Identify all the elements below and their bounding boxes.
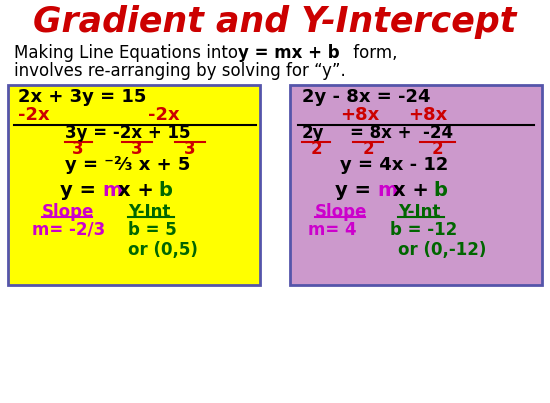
Text: b: b: [158, 181, 172, 199]
Text: x +: x +: [393, 181, 436, 199]
Text: b = 5: b = 5: [128, 221, 177, 239]
Text: involves re-arranging by solving for “y”.: involves re-arranging by solving for “y”…: [14, 62, 346, 80]
Text: 2y - 8x = -24: 2y - 8x = -24: [302, 88, 431, 106]
Text: 3: 3: [131, 140, 143, 158]
Text: -2x: -2x: [148, 106, 180, 124]
Text: b: b: [433, 181, 447, 199]
Text: 3: 3: [184, 140, 196, 158]
Text: 2y: 2y: [302, 124, 324, 142]
Text: +8x: +8x: [340, 106, 379, 124]
Text: 2: 2: [310, 140, 322, 158]
Text: y = ⁻²⁄₃ x + 5: y = ⁻²⁄₃ x + 5: [65, 156, 190, 174]
FancyBboxPatch shape: [290, 85, 542, 285]
Text: -2x: -2x: [18, 106, 50, 124]
Text: Y-Int: Y-Int: [128, 203, 170, 221]
Text: y =: y =: [335, 181, 378, 199]
Text: m: m: [102, 181, 122, 199]
FancyBboxPatch shape: [8, 85, 260, 285]
Text: 2: 2: [362, 140, 374, 158]
Text: b = -12: b = -12: [390, 221, 457, 239]
Text: Slope: Slope: [42, 203, 95, 221]
Text: Gradient and Y-Intercept: Gradient and Y-Intercept: [34, 5, 516, 39]
Text: y = 4x - 12: y = 4x - 12: [340, 156, 448, 174]
Text: 2x + 3y = 15: 2x + 3y = 15: [18, 88, 146, 106]
Text: form,: form,: [348, 44, 398, 62]
Text: x +: x +: [118, 181, 161, 199]
Text: Y-Int: Y-Int: [398, 203, 441, 221]
Text: = 8x +  -24: = 8x + -24: [350, 124, 453, 142]
Text: 3y = -2x + 15: 3y = -2x + 15: [65, 124, 190, 142]
Text: +8x: +8x: [408, 106, 447, 124]
Text: m= -2/3: m= -2/3: [32, 221, 105, 239]
Text: Slope: Slope: [315, 203, 367, 221]
Text: or (0,-12): or (0,-12): [398, 241, 486, 259]
Text: y =: y =: [60, 181, 103, 199]
Text: 3: 3: [72, 140, 84, 158]
Text: or (0,5): or (0,5): [128, 241, 198, 259]
Text: Making Line Equations into: Making Line Equations into: [14, 44, 243, 62]
Text: m= 4: m= 4: [308, 221, 356, 239]
Text: 2: 2: [431, 140, 443, 158]
Text: y = mx + b: y = mx + b: [238, 44, 340, 62]
Text: m: m: [377, 181, 397, 199]
